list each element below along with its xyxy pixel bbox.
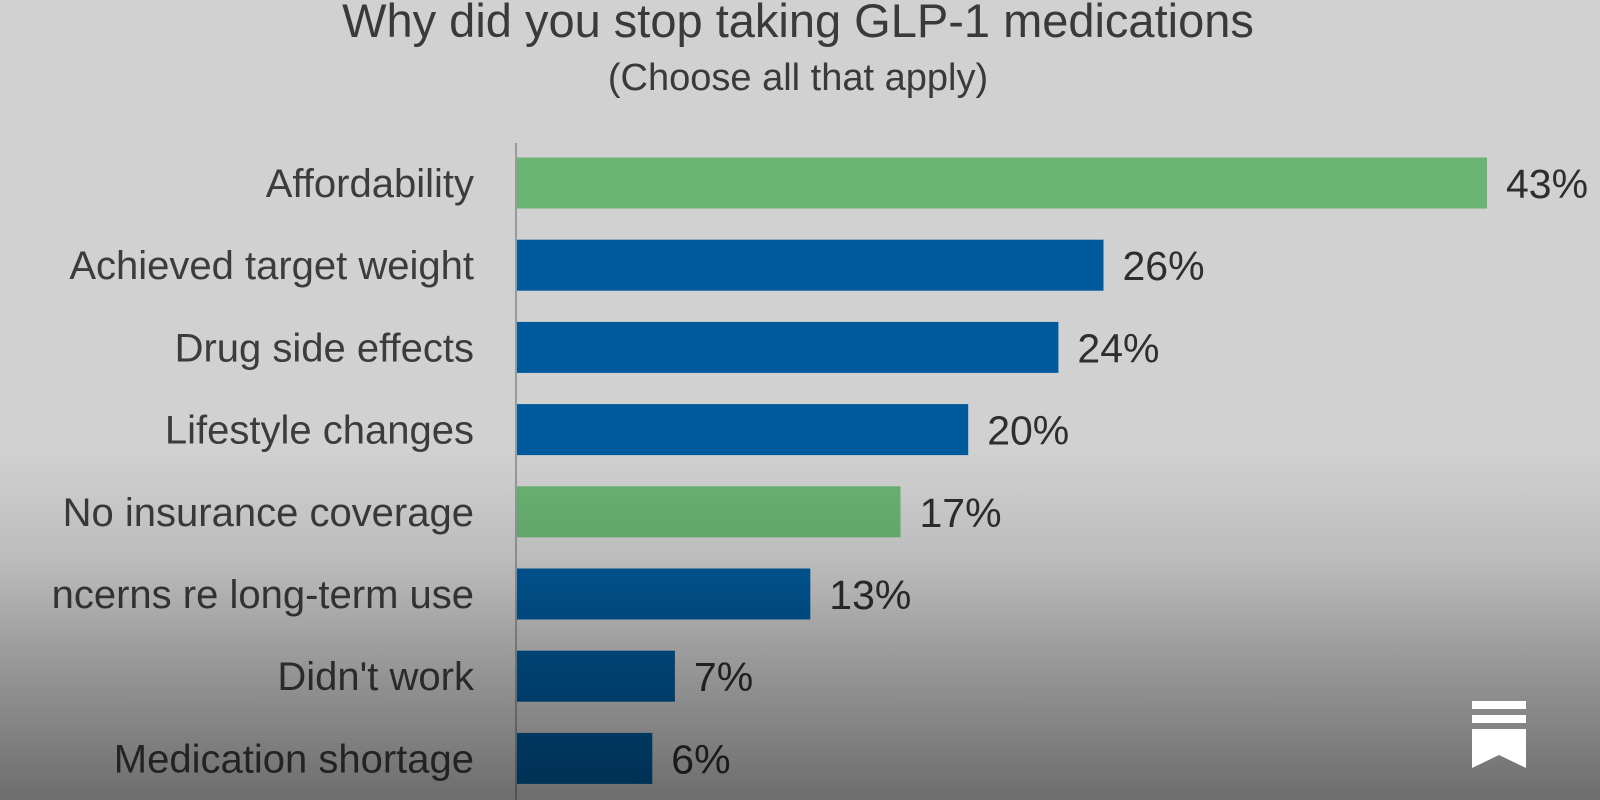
category-label-1: Achieved target weight: [69, 244, 474, 288]
bar-group: Affordability 43% Achieved target weight 26…: [52, 157, 1588, 784]
bar-3: [517, 404, 969, 456]
chart-title: Why did you stop taking GLP-1 medication…: [342, 0, 1254, 47]
category-label-2: Drug side effects: [175, 326, 474, 370]
category-label-0: Affordability: [266, 162, 474, 206]
category-label-5: ncerns re long-term use: [52, 573, 474, 617]
category-label-4: No insurance coverage: [63, 491, 474, 535]
category-label-6: Didn't work: [277, 655, 475, 699]
bar-1: [517, 239, 1104, 291]
value-label-5: 13%: [829, 572, 911, 618]
bar-0: [517, 157, 1487, 209]
category-label-3: Lifestyle changes: [165, 409, 474, 453]
bar-7: [517, 732, 653, 784]
bar-6: [517, 650, 675, 702]
value-label-2: 24%: [1077, 325, 1159, 371]
bar-2: [517, 321, 1059, 373]
value-label-0: 43%: [1506, 161, 1588, 207]
category-label-7: Medication shortage: [114, 737, 474, 781]
bar-5: [517, 568, 811, 620]
value-label-4: 17%: [920, 490, 1002, 536]
chart-subtitle: (Choose all that apply): [608, 57, 988, 99]
value-label-1: 26%: [1123, 243, 1205, 289]
value-label-7: 6%: [671, 736, 730, 782]
bar-4: [517, 486, 901, 538]
bookmark-icon[interactable]: [1470, 700, 1528, 770]
value-label-3: 20%: [987, 408, 1069, 454]
value-label-6: 7%: [694, 654, 753, 700]
